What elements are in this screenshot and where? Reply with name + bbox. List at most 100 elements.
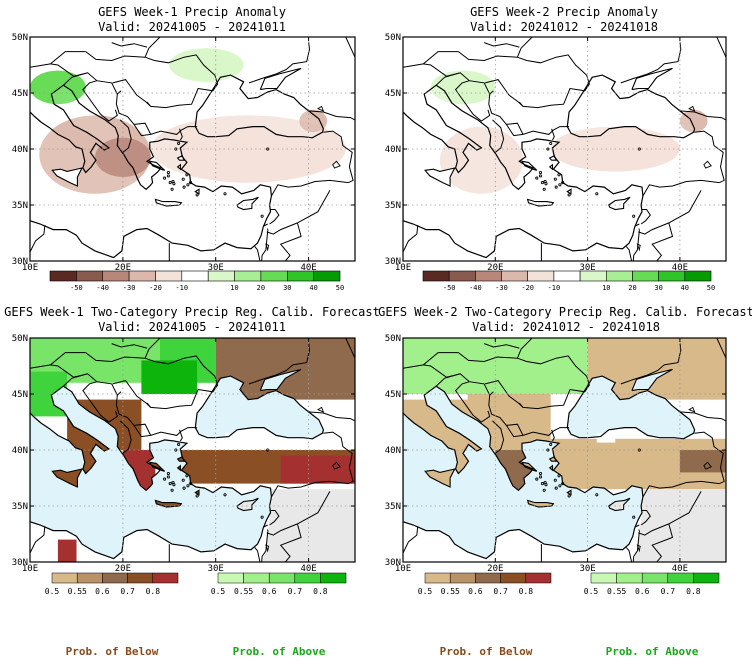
small-island — [163, 176, 167, 180]
below-colorbar-tick-label: 0.8 — [519, 587, 534, 596]
country-border — [248, 342, 311, 385]
below-colorbar-tick-label: 0.55 — [68, 587, 87, 596]
lake — [265, 544, 270, 553]
country-border — [345, 37, 355, 58]
small-island — [181, 177, 185, 181]
y-tick-label: 30N — [385, 558, 401, 568]
x-tick-label: 20E — [115, 564, 131, 574]
country-border — [279, 222, 302, 261]
below-colorbar-tick-label: 0.8 — [146, 587, 161, 596]
country-border — [679, 110, 726, 121]
colorbar-swatch — [658, 270, 686, 282]
small-island — [182, 486, 186, 490]
coastline-azov — [259, 67, 302, 91]
small-island — [195, 193, 199, 197]
country-border — [679, 411, 726, 422]
country-border — [454, 80, 491, 122]
colorbar-panel-4: 0.5 0.55 0.6 0.7 0.8 0.5 0.55 0.6 0.7 0.8 — [418, 572, 720, 596]
x-tick-label: 40E — [672, 263, 688, 273]
below-colorbar-tick-label: 0.55 — [441, 587, 460, 596]
country-border — [435, 72, 570, 137]
country-border — [551, 128, 555, 141]
small-island — [195, 494, 199, 498]
above-colorbar-tick-label: 0.8 — [686, 587, 701, 596]
map-panel-week1-anomaly — [30, 37, 355, 261]
country-border — [308, 110, 355, 121]
panel-4-below-caption: Prob. of Below — [440, 645, 533, 658]
panel-3-above-caption: Prob. of Above — [233, 645, 326, 658]
anomaly-region-overlay — [169, 48, 244, 82]
coastline-mediterranean — [403, 84, 644, 259]
country-border — [423, 63, 461, 77]
small-island — [186, 183, 190, 187]
colorbar-panel-2: -50 -40 -30 -20 -10 10 20 30 40 50 — [422, 270, 715, 292]
x-tick-label: 40E — [300, 564, 316, 574]
country-border — [403, 225, 419, 253]
country-border — [620, 342, 682, 385]
island — [548, 464, 554, 472]
x-tick-label: 10E — [395, 564, 411, 574]
country-border — [435, 373, 570, 438]
colorbar-tick-label: -10 — [175, 284, 188, 292]
lake — [636, 243, 641, 252]
small-island — [260, 515, 264, 519]
colorbar-swatch — [49, 270, 77, 282]
colorbar-swatch — [181, 270, 209, 282]
y-tick-label: 35N — [385, 201, 401, 211]
above-colorbar-tick-label: 0.55 — [607, 587, 626, 596]
small-island — [182, 185, 186, 189]
small-island — [567, 494, 571, 498]
x-tick-label: 10E — [22, 564, 38, 574]
small-island — [544, 182, 548, 186]
below-colorbar-swatch — [525, 572, 552, 584]
small-island — [553, 478, 557, 482]
country-border — [634, 223, 640, 227]
small-island — [177, 442, 181, 446]
x-tick-label: 10E — [22, 263, 38, 273]
above-colorbar-swatch — [667, 572, 694, 584]
island — [176, 464, 181, 472]
country-border — [119, 119, 132, 153]
small-island — [170, 187, 174, 191]
small-island — [181, 478, 185, 482]
y-tick-label: 40N — [12, 446, 28, 456]
anomaly-region-overlay — [679, 109, 708, 133]
country-border — [146, 402, 152, 408]
axes-panel-4: 10E 20E 30E 40E 30N 35N 40N 45N 50N — [385, 334, 727, 574]
country-border — [638, 491, 702, 536]
y-tick-label: 40N — [12, 145, 28, 155]
small-island — [166, 174, 170, 178]
probability-region — [280, 455, 355, 484]
country-border — [50, 364, 88, 378]
country-border — [516, 37, 533, 58]
y-tick-label: 50N — [12, 33, 28, 43]
lake — [265, 243, 270, 252]
colorbar-swatch — [605, 270, 633, 282]
small-island — [223, 493, 227, 497]
panel-3-subtitle: Valid: 20241005 - 20241011 — [98, 320, 286, 334]
panel-4-above-caption: Prob. of Above — [606, 645, 699, 658]
country-border — [82, 381, 118, 423]
small-island — [549, 442, 553, 446]
no-data-region — [632, 489, 726, 562]
island — [176, 163, 181, 171]
y-tick-label: 40N — [385, 446, 401, 456]
island — [424, 167, 456, 187]
lake — [703, 160, 712, 169]
island — [608, 497, 631, 512]
country-border — [484, 343, 520, 349]
above-colorbar-swatch — [217, 572, 244, 584]
above-colorbar-swatch — [243, 572, 270, 584]
country-border — [82, 80, 118, 122]
country-border — [116, 391, 122, 396]
country-border — [489, 90, 494, 95]
country-border — [518, 101, 524, 107]
country-border — [716, 37, 726, 58]
country-border — [506, 423, 524, 436]
island — [548, 163, 554, 171]
lake — [316, 406, 325, 413]
x-tick-label: 40E — [672, 564, 688, 574]
island — [236, 497, 259, 512]
country-border — [270, 179, 349, 197]
lake — [688, 406, 696, 413]
